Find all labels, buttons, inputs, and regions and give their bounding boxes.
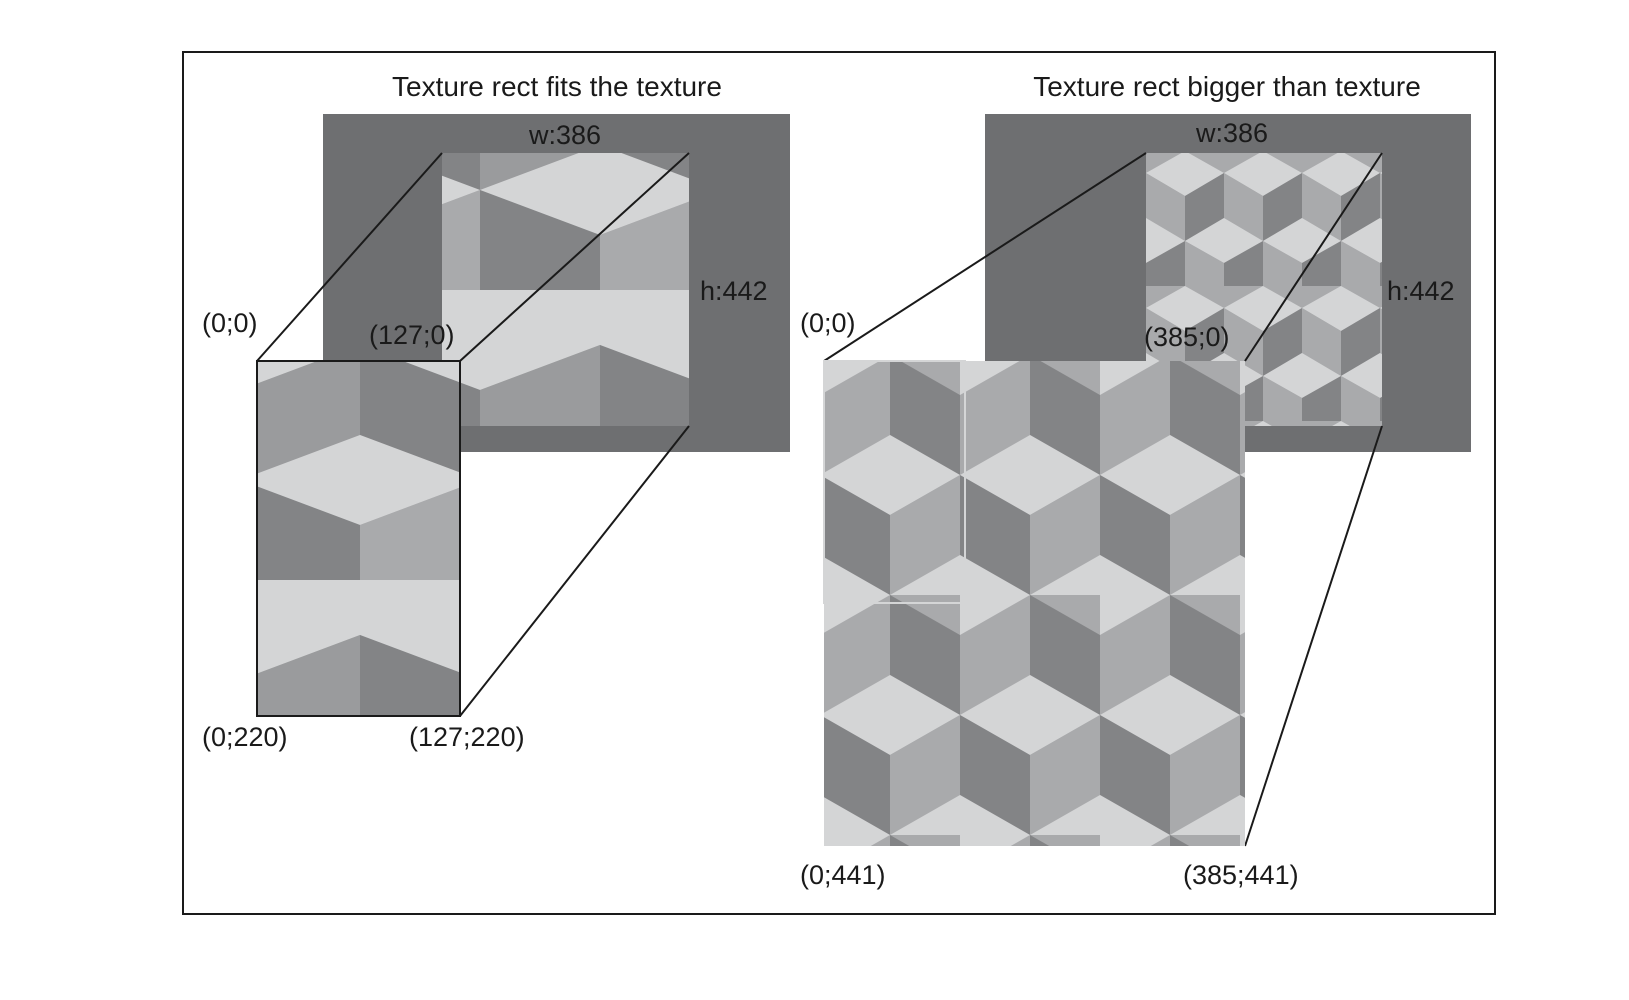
left-panel-title: Texture rect fits the texture (392, 71, 722, 102)
right-corner-bottom-left: (0;441) (800, 860, 886, 890)
left-texture-rect (256, 360, 461, 717)
left-corner-top-right: (127;0) (369, 320, 455, 350)
left-projection-line-br (459, 425, 690, 717)
left-panel: Texture rect fits the texture w:386 h:44… (202, 71, 790, 752)
right-projection-line-br (1244, 425, 1383, 847)
right-projection-line-tr (1244, 152, 1383, 362)
left-corner-bottom-left: (0;220) (202, 722, 288, 752)
right-panel-title: Texture rect bigger than texture (1033, 71, 1421, 102)
left-corner-top-left: (0;0) (202, 308, 258, 338)
right-corner-top-left: (0;0) (800, 308, 856, 338)
right-width-label: w:386 (1195, 118, 1268, 148)
right-corner-bottom-right: (385;441) (1183, 860, 1299, 890)
right-texture-rect-first-tile (823, 360, 966, 604)
left-projection-line-tr (459, 152, 690, 362)
left-height-label: h:442 (700, 276, 768, 306)
left-width-label: w:386 (528, 120, 601, 150)
left-texture-image (442, 153, 689, 426)
left-projection-line-tl (256, 152, 443, 362)
right-corner-top-right: (385;0) (1144, 322, 1230, 352)
right-height-label: h:442 (1387, 276, 1455, 306)
right-panel: Texture rect bigger than texture w:386 h… (800, 71, 1471, 890)
right-projection-line-tl (823, 152, 1147, 362)
left-corner-bottom-right: (127;220) (409, 722, 525, 752)
